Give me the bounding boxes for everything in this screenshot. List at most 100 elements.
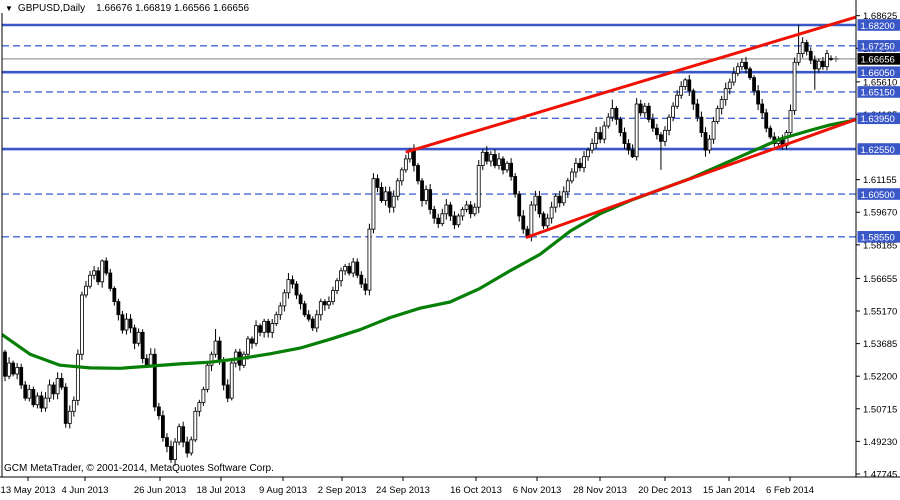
candle-bull	[610, 108, 615, 118]
candle-bull	[634, 103, 639, 158]
candle-bull	[35, 395, 40, 406]
level-price-label-box	[857, 40, 900, 52]
candle-bull	[67, 410, 72, 424]
y-axis-tick-label: 1.49230	[863, 437, 897, 448]
candle-bear	[165, 437, 169, 447]
candle-bull	[440, 213, 445, 225]
x-axis-date-label: 6 Feb 2014	[766, 485, 814, 496]
candle-bear	[104, 260, 109, 274]
trend-channel	[405, 15, 856, 239]
candle-bear	[804, 42, 809, 52]
candle-bear	[525, 228, 530, 237]
candle-bear	[108, 272, 113, 289]
candle-bear	[322, 301, 327, 306]
candle-bear	[557, 195, 562, 204]
candle-bull	[663, 129, 667, 142]
candle-bull	[282, 292, 287, 307]
x-axis-date-label: 15 Jan 2014	[703, 485, 755, 496]
current-price-label: 1.66656	[861, 55, 895, 66]
candle-bear	[258, 325, 262, 333]
candle-bear	[703, 132, 708, 151]
candle-bull	[460, 208, 465, 217]
candle-bear	[144, 358, 149, 366]
candle-bull	[444, 204, 449, 215]
candle-bull	[582, 156, 586, 169]
candle-bull	[270, 323, 275, 333]
candle-bear	[436, 217, 441, 225]
candle-bear	[375, 178, 380, 188]
candle-bull	[371, 178, 376, 230]
candle-bull	[488, 154, 493, 162]
candle-bear	[618, 118, 623, 133]
x-axis-date-label: 4 Jun 2013	[61, 485, 108, 496]
y-axis-tick-label: 1.50715	[863, 404, 897, 415]
candle-bull	[569, 171, 574, 182]
candle-bull	[47, 384, 52, 399]
candle-bull	[327, 301, 331, 306]
candle-bear	[120, 314, 125, 331]
candle-bull	[792, 61, 797, 112]
trendline-channel-lower[interactable]	[525, 117, 856, 239]
trendline-channel-upper[interactable]	[405, 15, 856, 154]
candle-bear	[646, 105, 651, 120]
candle-bear	[128, 318, 133, 329]
candle-bear	[221, 360, 226, 386]
candle-bull	[395, 180, 400, 197]
candle-bear	[622, 132, 627, 144]
candle-bull	[606, 116, 611, 127]
candle-bull	[343, 266, 348, 272]
chart-ohlc-values: 1.66676 1.66819 1.66566 1.66656	[96, 3, 250, 14]
candle-bear	[19, 367, 24, 386]
symbol-dropdown-icon[interactable]: ▼	[5, 3, 13, 13]
candle-bear	[764, 112, 769, 129]
candle-bear	[3, 351, 7, 377]
x-axis-date-label: 28 Nov 2013	[573, 485, 627, 496]
candle-bear	[484, 151, 489, 162]
candle-bull	[586, 149, 590, 158]
candle-bull	[456, 215, 461, 226]
candle-bull	[561, 191, 566, 204]
candle-bull	[318, 301, 323, 316]
candle-bear	[51, 384, 56, 395]
candle-bull	[124, 318, 129, 331]
y-axis-tick-label: 1.61155	[863, 175, 897, 186]
candle-bear	[760, 103, 765, 114]
candle-bull	[262, 320, 267, 333]
candle-bear	[748, 68, 752, 79]
candle-bull	[274, 314, 279, 324]
candle-bear	[294, 283, 299, 296]
candle-bear	[152, 353, 157, 408]
candle-bull	[735, 66, 740, 74]
candle-bull	[403, 158, 408, 171]
copyright-watermark: GCM MetaTrader, © 2001-2014, MetaQuotes …	[4, 463, 274, 474]
candle-bear	[116, 301, 121, 316]
candle-bull	[92, 270, 96, 276]
candle-bear	[808, 50, 813, 61]
level-price-label-box	[857, 112, 900, 125]
y-axis-tick-label: 1.47745	[863, 469, 897, 480]
candle-bear	[225, 384, 230, 399]
candle-bear	[691, 90, 696, 105]
chart-symbol-period: GBPUSD,Daily	[17, 3, 86, 14]
candle-bear	[493, 154, 497, 166]
candle-bull	[480, 151, 485, 166]
candle-bear	[23, 384, 28, 399]
candle-bull	[278, 305, 283, 316]
candle-bear	[598, 132, 603, 140]
candle-bear	[310, 318, 315, 329]
candle-bear	[744, 61, 748, 70]
candle-bull	[43, 397, 48, 409]
candle-bear	[687, 79, 692, 92]
level-price-label-box	[857, 19, 900, 31]
candle-bear	[448, 204, 453, 217]
candle-bull	[136, 331, 141, 344]
candle-bear	[768, 127, 773, 138]
candle-bull	[27, 388, 32, 399]
candle-bull	[286, 279, 291, 294]
candle-bull	[71, 399, 76, 412]
candle-bear	[140, 331, 145, 360]
candle-bear	[96, 270, 101, 283]
candle-bull	[314, 314, 319, 329]
